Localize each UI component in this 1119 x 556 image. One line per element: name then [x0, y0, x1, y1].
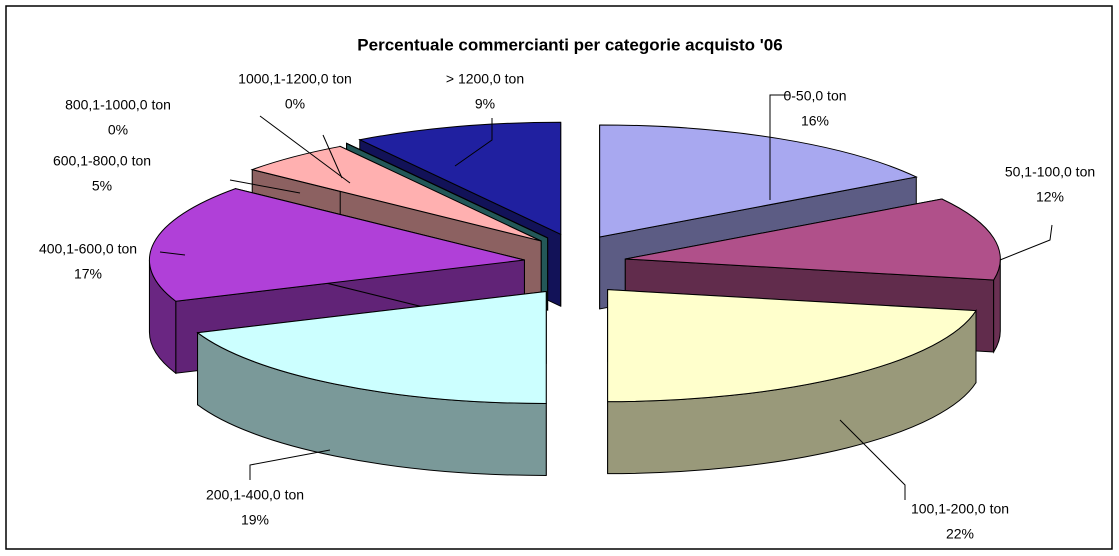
slice-top — [148, 188, 525, 302]
slice-top — [346, 142, 548, 239]
slice-label: 400,1-600,0 ton — [39, 241, 137, 257]
leader-line — [249, 449, 331, 480]
slice-value-label: 5% — [92, 178, 112, 194]
slice-value-label: 22% — [946, 526, 974, 542]
slice-value-label: 17% — [74, 266, 102, 282]
leader-line — [769, 94, 790, 200]
slice — [196, 290, 547, 476]
leader-line — [839, 419, 906, 500]
leader-line — [454, 118, 493, 167]
slice-label: 50,1-100,0 ton — [1005, 164, 1095, 180]
slice-label: 0-50,0 ton — [783, 88, 846, 104]
slice-value-label: 19% — [241, 512, 269, 528]
slice-top — [599, 124, 918, 238]
leader-line — [229, 179, 301, 194]
slice-label: 600,1-800,0 ton — [53, 153, 151, 169]
slice-value-label: 16% — [801, 113, 829, 129]
slice-top — [196, 290, 547, 404]
slice-label: 100,1-200,0 ton — [911, 501, 1009, 517]
slice — [607, 289, 977, 475]
chart-title: Percentuale commercianti per categorie a… — [357, 35, 782, 54]
slice-top — [250, 145, 542, 242]
slice-top — [625, 198, 1001, 281]
slice-label: 200,1-400,0 ton — [206, 487, 304, 503]
slice-top — [607, 289, 977, 403]
slice-label: 1000,1-1200,0 ton — [238, 71, 352, 87]
slice-label: > 1200,0 ton — [446, 71, 524, 87]
leader-line — [999, 224, 1053, 261]
slice-top — [358, 121, 562, 236]
slice-value-label: 0% — [285, 96, 305, 112]
slice-label: 800,1-1000,0 ton — [65, 97, 171, 113]
slice-value-label: 12% — [1036, 189, 1064, 205]
leader-line — [259, 115, 351, 184]
leader-line — [322, 134, 343, 179]
slice-value-label: 9% — [475, 96, 495, 112]
leader-line — [159, 251, 186, 256]
slice-value-label: 0% — [108, 122, 128, 138]
